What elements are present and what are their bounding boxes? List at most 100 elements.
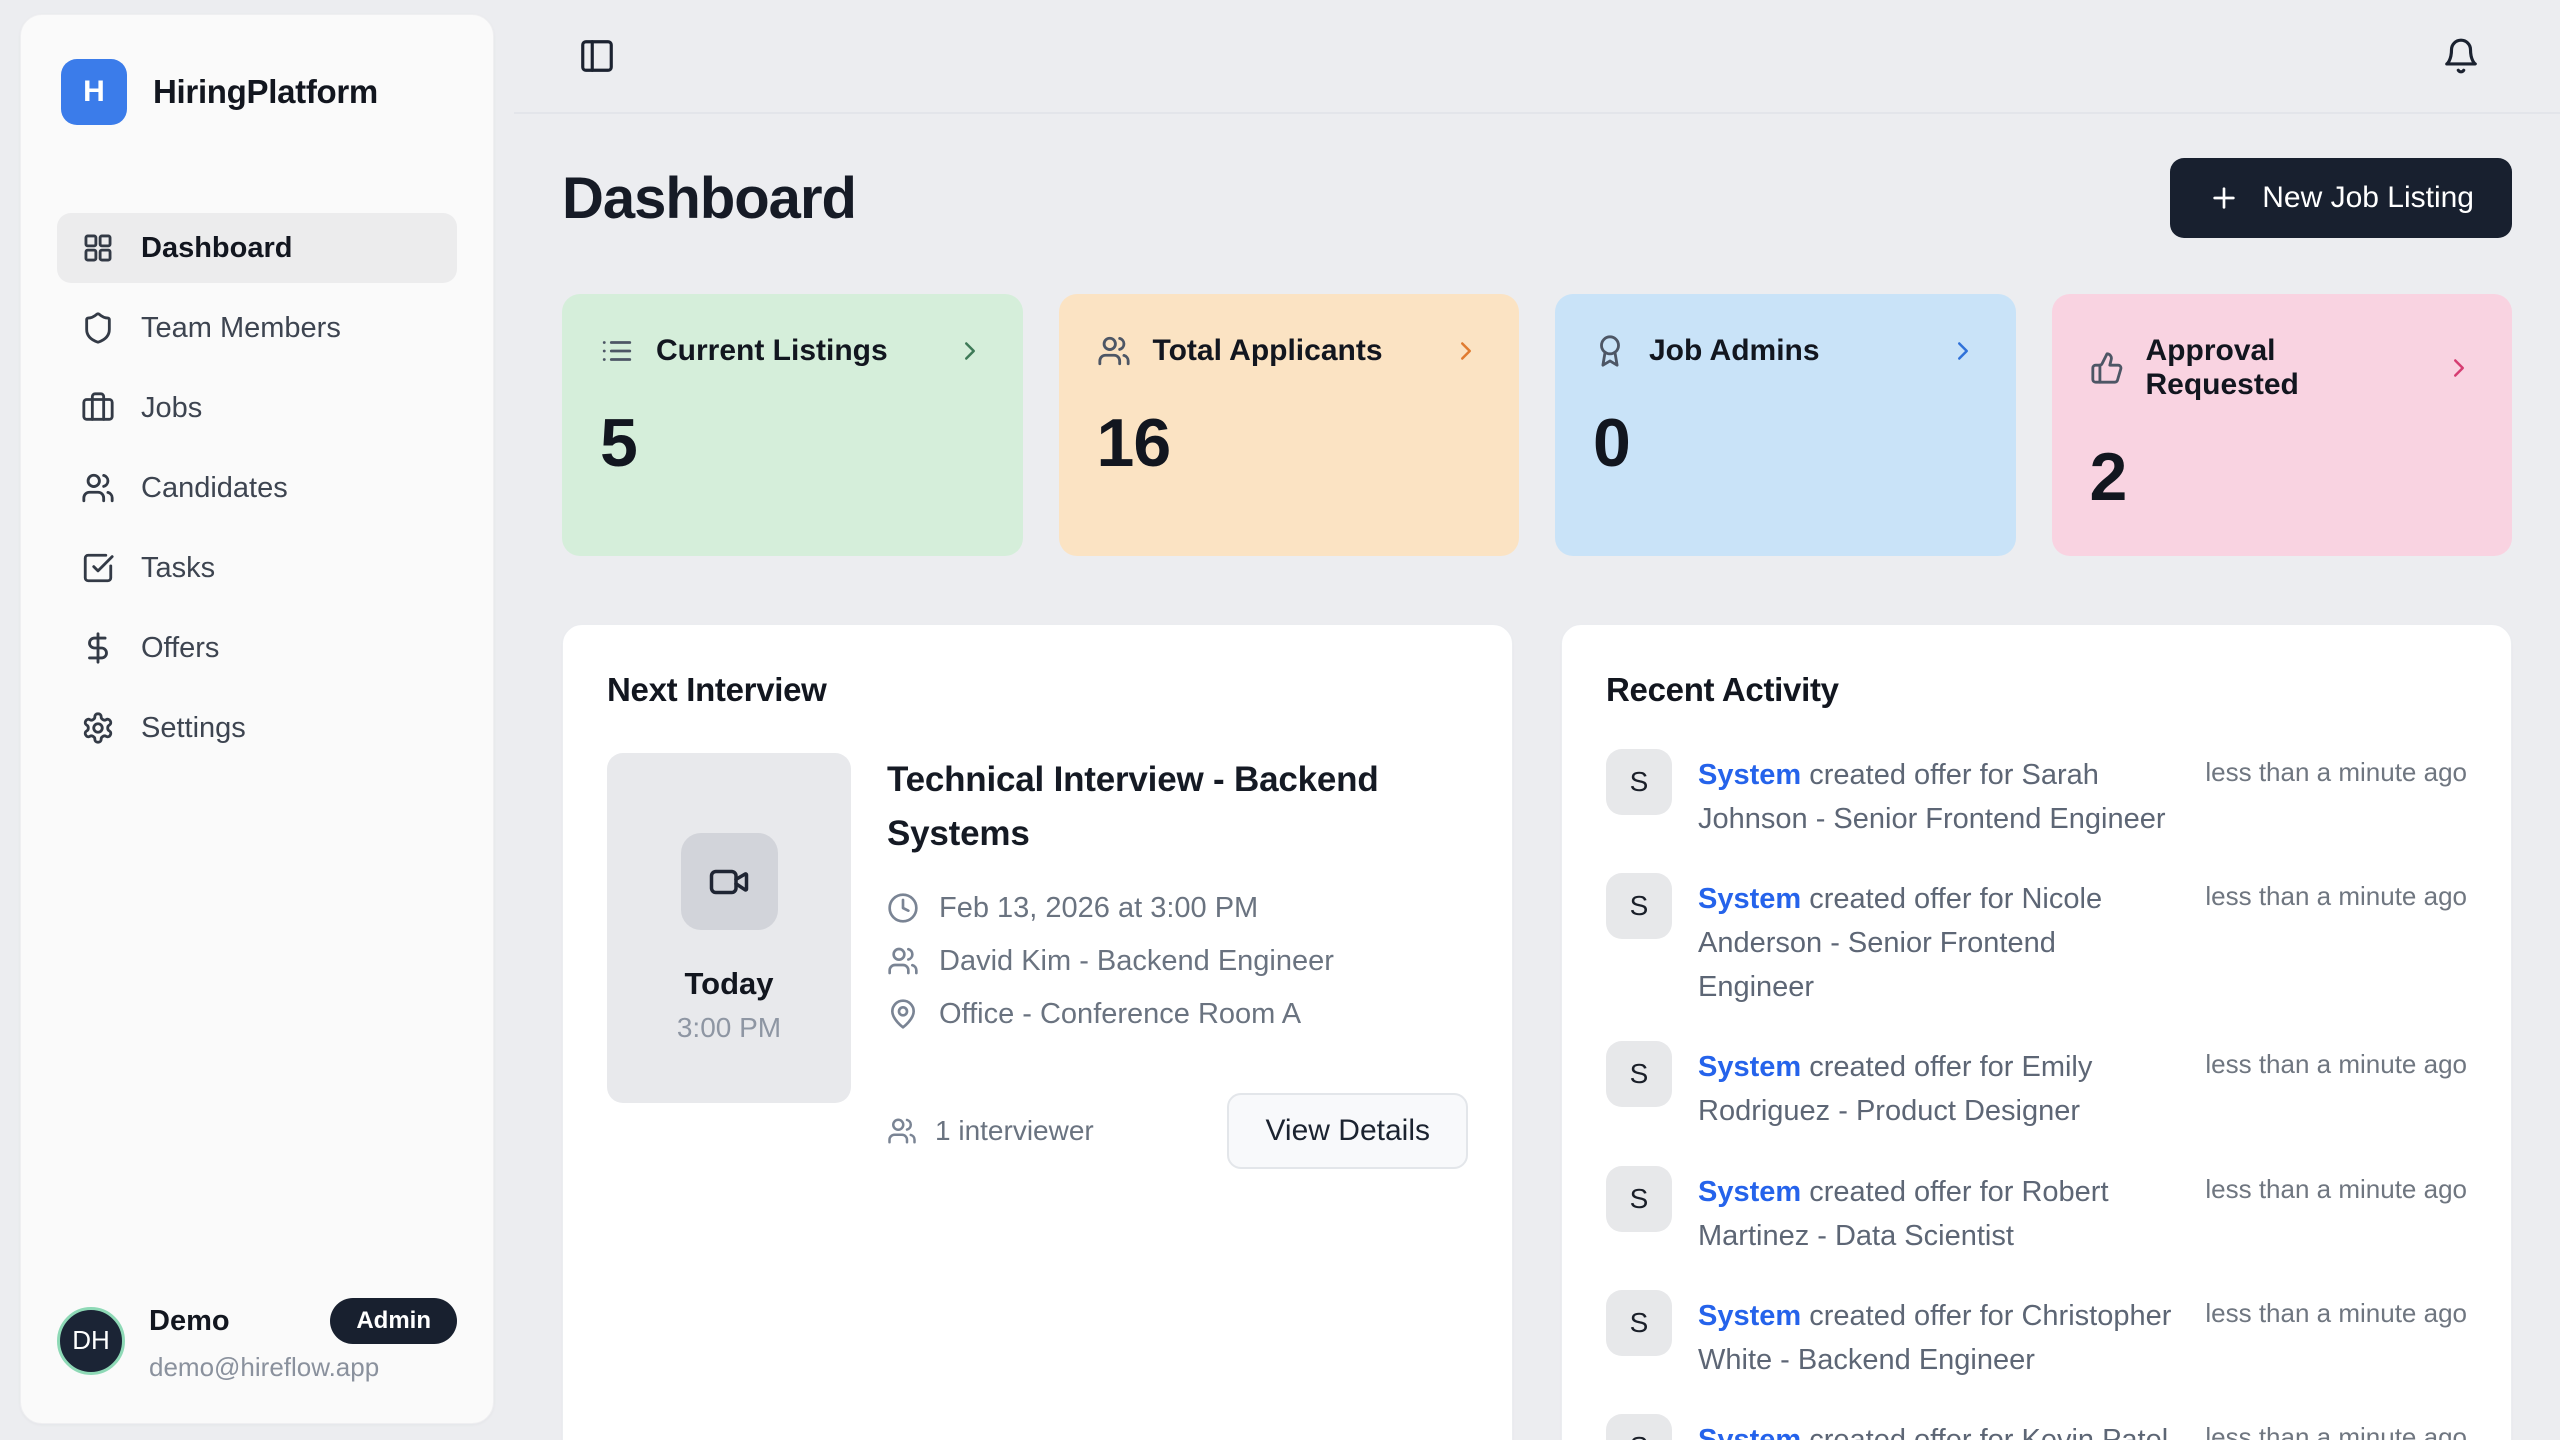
- briefcase-icon: [82, 392, 114, 421]
- video-camera-icon: [709, 869, 749, 894]
- users-icon: [888, 947, 918, 975]
- sidebar-item-label: Offers: [141, 631, 220, 664]
- chevron-right-icon: [1451, 336, 1481, 366]
- sidebar-item-team-members[interactable]: Team Members: [57, 293, 457, 363]
- dollar-icon: [88, 632, 108, 664]
- activity-timestamp: less than a minute ago: [2205, 1297, 2467, 1328]
- dashboard-icon: [84, 234, 112, 262]
- stat-card-current-listings[interactable]: Current Listings 5: [562, 294, 1023, 556]
- sidebar-item-label: Candidates: [141, 471, 288, 504]
- stat-label: Total Applicants: [1152, 334, 1383, 367]
- avatar-initials: DH: [72, 1325, 110, 1355]
- chevron-right-icon: [2444, 353, 2474, 383]
- activity-actor-link[interactable]: System: [1698, 1051, 1802, 1084]
- shield-icon: [85, 312, 111, 344]
- sidebar-toggle-button[interactable]: [570, 29, 624, 83]
- next-interview-title: Next Interview: [607, 671, 827, 708]
- stat-value: 16: [1096, 405, 1172, 481]
- user-name: Demo: [149, 1304, 230, 1337]
- stat-value: 0: [1593, 405, 1631, 481]
- activity-message: System created offer for Christopher Whi…: [1698, 1299, 2172, 1376]
- stat-card-job-admins[interactable]: Job Admins 0: [1555, 294, 2016, 556]
- app-logo-letter: H: [83, 75, 105, 108]
- topbar: [514, 0, 2560, 114]
- clock-icon: [888, 893, 918, 923]
- users-icon: [888, 1118, 916, 1143]
- plus-icon: [2213, 187, 2235, 209]
- activity-avatar: S: [1606, 1289, 1672, 1356]
- activity-item: S System created offer for Kevin Patel -…: [1606, 1413, 2467, 1440]
- sidebar-item-label: Team Members: [141, 311, 341, 344]
- sidebar-item-candidates[interactable]: Candidates: [57, 453, 457, 523]
- next-interview-card: Next Interview Today 3:00 PM Tec: [562, 624, 1513, 1440]
- sidebar-item-settings[interactable]: Settings: [57, 693, 457, 763]
- thumbs-up-icon: [2090, 352, 2122, 384]
- interview-time: 3:00 PM: [676, 1012, 782, 1043]
- interview-date-panel: Today 3:00 PM: [607, 753, 851, 1103]
- activity-avatar: S: [1606, 873, 1672, 940]
- content-area: Dashboard New Job Listing Current Listin…: [514, 0, 2560, 1440]
- activity-avatar: S: [1606, 749, 1672, 815]
- interview-day: Today: [684, 966, 774, 1001]
- activity-message: System created offer for Robert Martinez…: [1698, 1175, 2109, 1252]
- sidebar-item-label: Jobs: [141, 391, 203, 424]
- interview-job-title: Technical Interview - Backend Systems: [887, 760, 1379, 854]
- users-icon: [82, 473, 114, 503]
- main: Dashboard New Job Listing Current Listin…: [514, 114, 2560, 1440]
- stat-value: 2: [2089, 439, 2128, 515]
- recent-activity-card: Recent Activity S System created offer f…: [1561, 624, 2512, 1440]
- sidebar-nav: Dashboard Team Members Jobs Candidates: [57, 213, 457, 763]
- activity-message: System created offer for Sarah Johnson -…: [1698, 759, 2166, 836]
- activity-timestamp: less than a minute ago: [2205, 1049, 2467, 1080]
- sidebar-item-jobs[interactable]: Jobs: [57, 373, 457, 443]
- user-email: demo@hireflow.app: [149, 1352, 380, 1382]
- list-icon: [602, 341, 632, 361]
- chevron-right-icon: [955, 336, 985, 366]
- activity-actor-link[interactable]: System: [1698, 759, 1802, 791]
- app-name: HiringPlatform: [153, 73, 378, 110]
- activity-item: S System created offer for Christopher W…: [1606, 1289, 2467, 1382]
- activity-list: S System created offer for Sarah Johnson…: [1606, 749, 2467, 1440]
- notifications-button[interactable]: [2434, 29, 2488, 83]
- sidebar-item-label: Dashboard: [141, 231, 293, 264]
- user-profile[interactable]: DH Demo Admin demo@hireflow.app: [57, 1298, 457, 1383]
- activity-avatar: S: [1606, 1165, 1672, 1232]
- activity-timestamp: less than a minute ago: [2205, 1421, 2467, 1440]
- stat-label: Current Listings: [656, 334, 888, 367]
- video-tile: [680, 833, 778, 930]
- activity-timestamp: less than a minute ago: [2205, 757, 2467, 787]
- stat-label: Job Admins: [1649, 334, 1820, 367]
- activity-item: S System created offer for Nicole Anders…: [1606, 873, 2467, 1009]
- activity-timestamp: less than a minute ago: [2205, 881, 2467, 912]
- activity-message: System created offer for Nicole Anderson…: [1698, 883, 2103, 1004]
- interview-datetime-row: Feb 13, 2026 at 3:00 PM: [887, 892, 1468, 925]
- stat-card-approval-requested[interactable]: Approval Requested 2: [2051, 294, 2512, 556]
- sidebar-item-dashboard[interactable]: Dashboard: [57, 213, 457, 283]
- stat-value: 5: [600, 405, 638, 481]
- panel-left-icon: [581, 40, 613, 72]
- stat-card-total-applicants[interactable]: Total Applicants 16: [1058, 294, 1519, 556]
- interview-candidate-row: David Kim - Backend Engineer: [887, 945, 1468, 978]
- activity-actor-link[interactable]: System: [1698, 1175, 1802, 1208]
- square-check-icon: [83, 553, 114, 583]
- users-icon: [1097, 336, 1130, 366]
- activity-message: System created offer for Kevin Patel - D…: [1698, 1414, 2179, 1440]
- sidebar-item-tasks[interactable]: Tasks: [57, 533, 457, 603]
- interview-location-row: Office - Conference Room A: [887, 998, 1468, 1031]
- stats-row: Current Listings 5 Total Applicants: [562, 294, 2512, 556]
- activity-avatar: S: [1606, 1041, 1672, 1108]
- view-details-button[interactable]: View Details: [1227, 1092, 1468, 1169]
- award-icon: [1600, 335, 1620, 367]
- activity-actor-link[interactable]: System: [1698, 1299, 1802, 1332]
- app-logo: H: [61, 59, 127, 125]
- avatar: DH: [57, 1306, 125, 1375]
- sidebar-item-offers[interactable]: Offers: [57, 613, 457, 683]
- activity-actor-link[interactable]: System: [1698, 1423, 1802, 1440]
- new-job-listing-button[interactable]: New Job Listing: [2170, 158, 2512, 238]
- interviewer-count: 1 interviewer: [887, 1115, 1094, 1147]
- activity-actor-link[interactable]: System: [1698, 883, 1802, 916]
- map-pin-icon: [891, 999, 915, 1029]
- bell-icon: [2445, 38, 2477, 74]
- sidebar: H HiringPlatform Dashboard Team Members …: [20, 14, 494, 1424]
- activity-message: System created offer for Emily Rodriguez…: [1698, 1051, 2093, 1128]
